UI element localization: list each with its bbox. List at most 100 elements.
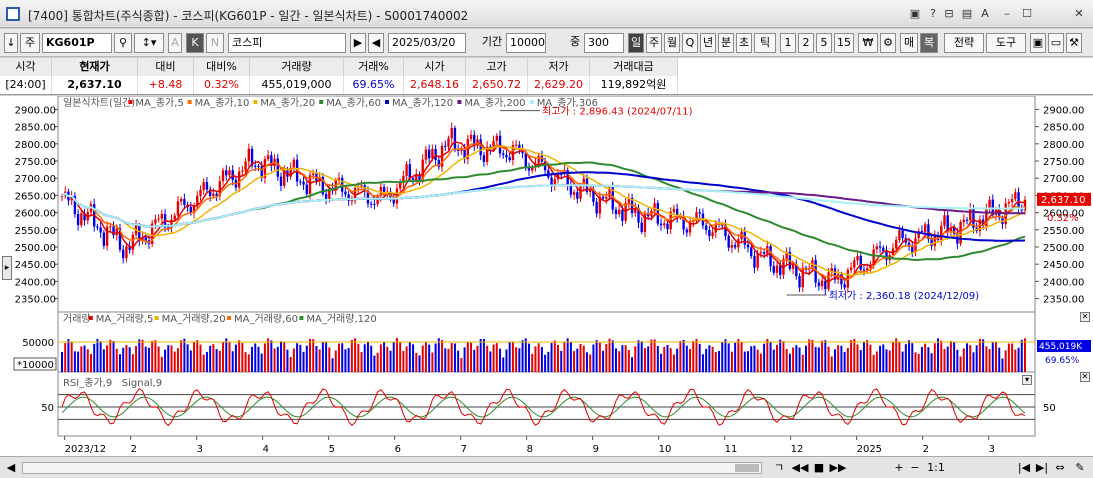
strategy-button[interactable]: 전략 [944, 33, 984, 53]
fit-button[interactable]: ⇔ [1055, 461, 1065, 474]
volume-bar [234, 344, 237, 372]
volume-bar [473, 349, 476, 372]
volume-bar [1014, 349, 1017, 372]
rsi-panel-menu-icon[interactable]: ▾ [1022, 375, 1032, 385]
prev-icon[interactable]: A [168, 33, 182, 53]
name-field[interactable]: 코스피 [228, 33, 346, 53]
candle-body [431, 148, 434, 159]
volume-bar [518, 348, 521, 372]
candle-body [627, 197, 631, 204]
search-icon[interactable]: ⚲ [114, 33, 132, 53]
rsi-panel-close-icon[interactable]: ✕ [1080, 372, 1090, 382]
forward-button[interactable]: ▶▶ [829, 461, 847, 474]
volume-bar [682, 339, 685, 372]
panel-collapse-icon[interactable]: ▸ [2, 256, 12, 280]
open-folder-icon[interactable]: ▭ [1048, 33, 1064, 53]
candle-body [820, 280, 824, 287]
reset-button[interactable]: ㄱ [773, 461, 785, 474]
market-select[interactable]: 주 [20, 33, 40, 53]
volume-bar [908, 340, 911, 372]
candle-body [827, 272, 830, 290]
volume-unit-box [13, 357, 57, 371]
volume-bar [734, 342, 737, 372]
n-button[interactable]: N [206, 33, 224, 53]
edit-button[interactable]: ✎ [1075, 461, 1085, 474]
close-button[interactable]: ✕ [1074, 7, 1084, 20]
date-input[interactable]: 2025/03/20 [388, 33, 466, 53]
maximize-button[interactable]: ☐ [1022, 7, 1032, 20]
interval-5-button[interactable]: 5 [816, 33, 832, 53]
volume-bar [286, 349, 289, 372]
wrench-icon[interactable]: ⚒ [1066, 33, 1082, 53]
candle-body [157, 218, 160, 220]
code-input[interactable]: KG601P [42, 33, 112, 53]
sort-icon[interactable]: ↕▾ [134, 33, 164, 53]
option-buy-button[interactable]: 매 [900, 33, 918, 53]
split-icon[interactable]: ⊟ [944, 7, 954, 20]
volume-bar [218, 350, 221, 372]
interval-month-button[interactable]: 월 [664, 33, 680, 53]
interval-day-button[interactable]: 일 [628, 33, 644, 53]
volume-bar [241, 343, 244, 372]
period-input[interactable]: 10000 [506, 33, 546, 53]
font-size-icon[interactable]: A [981, 7, 989, 20]
interval-year-button[interactable]: 년 [700, 33, 716, 53]
go-last-button[interactable]: ▶| [1035, 461, 1049, 474]
volume-legend-item: MA_거래량,20 [162, 313, 226, 325]
option-multi-button[interactable]: 복 [920, 33, 938, 53]
interval-1-button[interactable]: 1 [780, 33, 796, 53]
settings-icon[interactable]: ⚙ [880, 33, 896, 53]
save-icon[interactable]: ▣ [1030, 33, 1046, 53]
interval-tick-button[interactable]: 틱 [754, 33, 776, 53]
candle-body [144, 237, 147, 241]
chart-area[interactable]: 2900.00 2900.00 2850.00 2850.00 2800.00 2800.… [0, 96, 1093, 456]
minimize-button[interactable]: – [1004, 7, 1010, 20]
count-input[interactable]: 300 [584, 33, 624, 53]
volume-bar [257, 346, 260, 372]
next-icon[interactable]: ▶ [350, 33, 366, 53]
help-icon[interactable]: ? [930, 7, 936, 20]
volume-bar [924, 343, 927, 372]
interval-2-button[interactable]: 2 [798, 33, 814, 53]
candle-body [576, 192, 579, 199]
zoom-reset-button[interactable]: 1:1 [927, 461, 945, 474]
k-button[interactable]: K [186, 33, 204, 53]
zoom-out-button[interactable]: − [910, 461, 920, 474]
candle-body [405, 164, 408, 176]
volume-bar [859, 350, 862, 372]
volume-bar [814, 347, 817, 372]
go-first-button[interactable]: |◀ [1017, 461, 1031, 474]
rewind-button[interactable]: ◀◀ [791, 461, 809, 474]
currency-button[interactable]: ₩ [858, 33, 878, 53]
nav-down-button[interactable]: ↓ [4, 33, 18, 53]
scrollbar-track[interactable] [22, 462, 762, 474]
scrollbar-thumb[interactable] [735, 464, 759, 472]
interval-week-button[interactable]: 주 [646, 33, 662, 53]
scroll-left-button[interactable]: ◀ [6, 461, 16, 474]
candle-body [221, 170, 225, 182]
candle-body [663, 223, 666, 226]
interval-minute-button[interactable]: 분 [718, 33, 734, 53]
legend-swatch [88, 316, 93, 320]
candle-body [121, 249, 125, 259]
interval-second-button[interactable]: 초 [736, 33, 752, 53]
zoom-in-button[interactable]: + [894, 461, 904, 474]
interval-15-button[interactable]: 15 [834, 33, 854, 53]
table-icon[interactable]: ▤ [961, 7, 973, 20]
link-icon[interactable]: ▣ [909, 7, 921, 20]
quote-time: [24:00] [0, 76, 52, 94]
back-icon[interactable]: ◀ [368, 33, 384, 53]
volume-bar [331, 358, 334, 372]
stop-button[interactable]: ■ [813, 461, 825, 474]
candle-body [727, 235, 730, 248]
candle-body [485, 146, 489, 162]
volume-panel-close-icon[interactable]: ✕ [1080, 312, 1090, 322]
tools-button[interactable]: 도구 [986, 33, 1026, 53]
interval-quarter-button[interactable]: Q [682, 33, 698, 53]
candle-body [814, 260, 817, 283]
volume-bar [701, 354, 704, 372]
count-label: 중 [569, 35, 581, 48]
volume-ratio-label: 69.65% [1045, 356, 1080, 366]
volume-bar [102, 349, 105, 372]
volume-bar [911, 343, 914, 372]
